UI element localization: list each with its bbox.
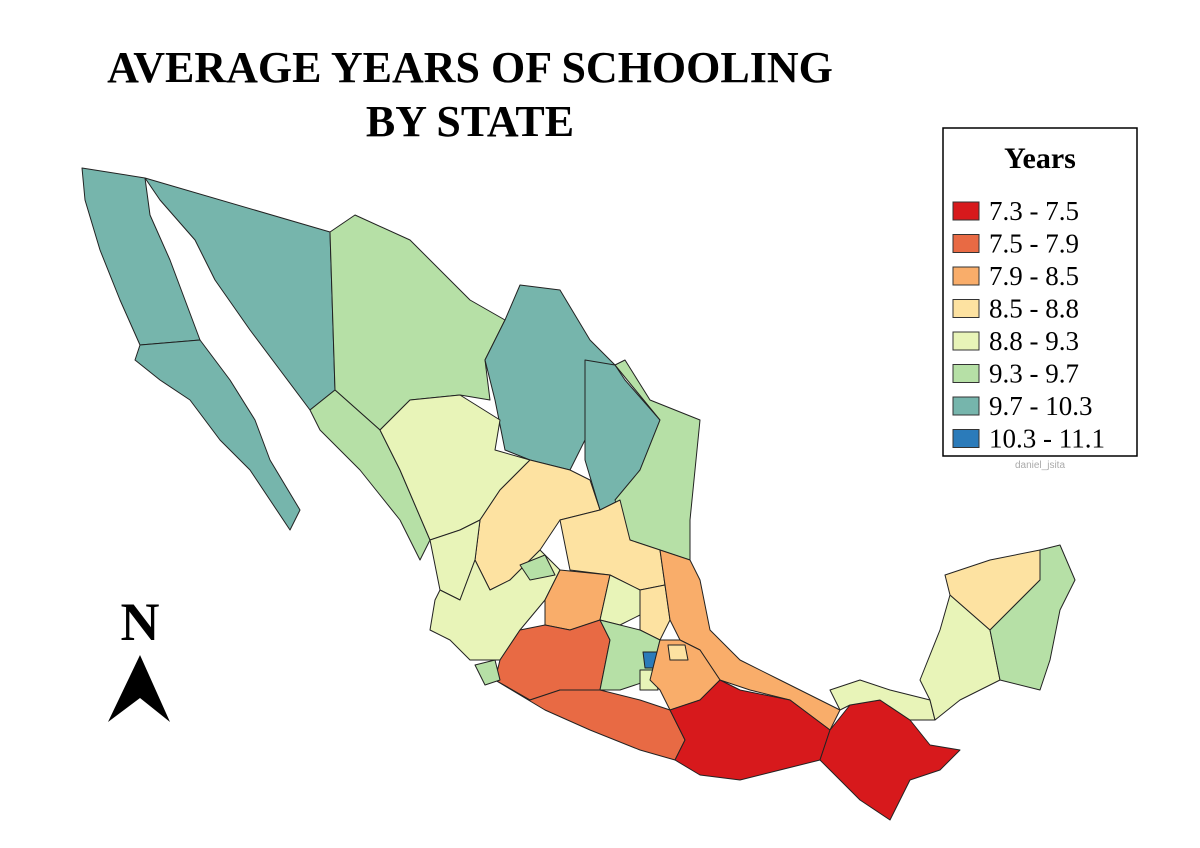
legend-label: 8.8 - 9.3: [989, 326, 1079, 356]
legend-label: 10.3 - 11.1: [989, 424, 1105, 454]
state: [519, 554, 556, 581]
legend-title: Years: [1004, 142, 1076, 175]
legend-box: [942, 127, 1138, 457]
state: [599, 574, 641, 626]
state: [134, 339, 301, 531]
legend-swatch: [952, 234, 980, 253]
legend-swatch: [952, 429, 980, 448]
legend-label: 7.9 - 8.5: [989, 261, 1079, 291]
north-arrow: [108, 655, 170, 722]
legend-swatch: [952, 396, 980, 416]
title-line: BY STATE: [366, 97, 574, 146]
state: [989, 544, 1076, 691]
legend-swatch: [952, 331, 980, 351]
legend-swatch: [952, 201, 980, 221]
legend-swatch: [952, 266, 980, 286]
watermark: daniel_jsita: [1015, 460, 1065, 471]
state-map: [81, 167, 1076, 821]
state: [309, 389, 431, 561]
state: [667, 644, 689, 661]
north-label: N: [121, 592, 160, 652]
legend-swatch: [952, 299, 980, 318]
title-line: AVERAGE YEARS OF SCHOOLING: [107, 43, 833, 92]
legend-swatch: [952, 364, 980, 383]
legend-label: 9.3 - 9.7: [989, 359, 1079, 389]
state: [474, 659, 501, 686]
legend-label: 7.3 - 7.5: [989, 196, 1079, 226]
legend-label: 8.5 - 8.8: [989, 294, 1079, 324]
legend-label: 7.5 - 7.9: [989, 229, 1079, 259]
legend-label: 9.7 - 10.3: [989, 391, 1093, 421]
legend-items: 7.3 - 7.57.5 - 7.97.9 - 8.58.5 - 8.88.8 …: [952, 196, 1105, 454]
